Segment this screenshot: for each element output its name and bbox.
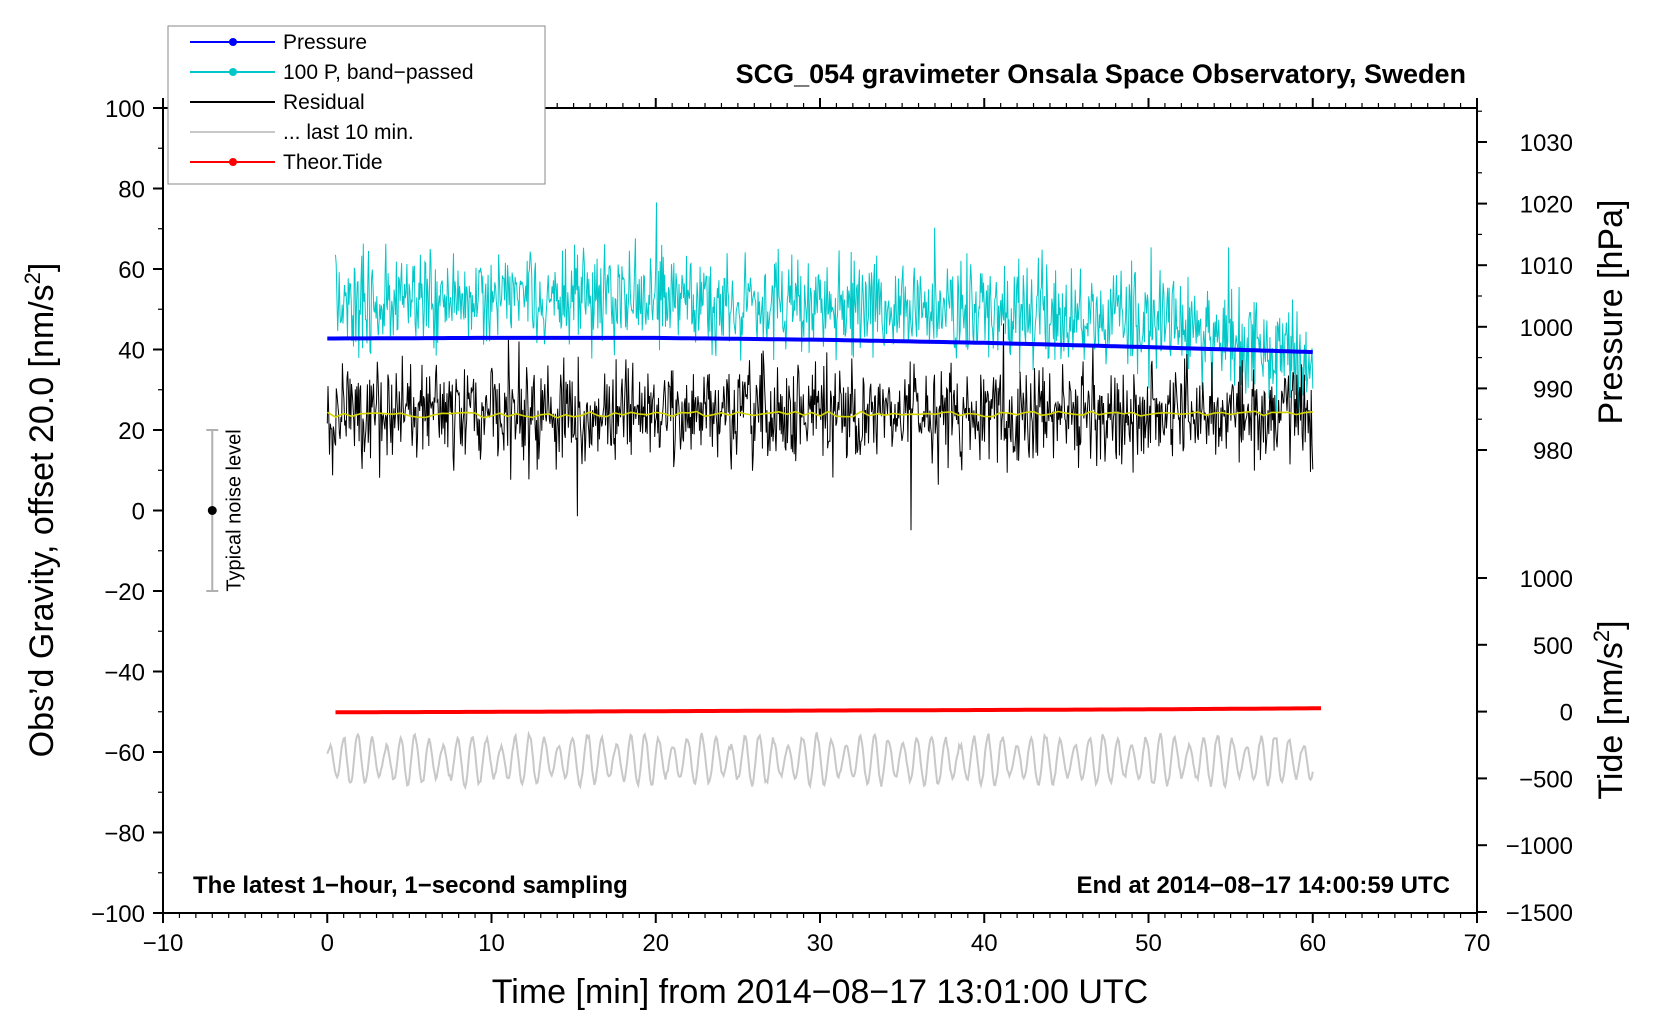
noise-level-label: Typical noise level — [223, 429, 245, 591]
noise-level-bar: Typical noise level — [206, 429, 245, 592]
x-tick-label: 30 — [807, 930, 834, 957]
series-line — [335, 706, 1321, 715]
y-axis-label: Obs’d Gravity, offset 20.0 [nm/s2] — [20, 263, 61, 758]
x-tick-label: 40 — [971, 930, 998, 957]
x-axis: −10 0 10 20 30 40 50 60 70 — [143, 98, 1491, 957]
y-tick-label: 0 — [132, 499, 145, 526]
tide-tick-label: −1000 — [1506, 833, 1573, 860]
x-tick-label: 70 — [1464, 930, 1491, 957]
legend-label: 100 P, band−passed — [283, 61, 474, 84]
series-line — [326, 323, 1314, 531]
tide-axis-label-tail: ] — [1592, 620, 1630, 629]
y-tick-label: 80 — [118, 177, 145, 204]
tide-tick-label: −1500 — [1506, 900, 1573, 927]
series-line — [326, 730, 1314, 791]
y-tick-label: −60 — [104, 740, 145, 767]
legend-marker — [229, 38, 237, 46]
y-axis-label-main: Obs’d Gravity, offset 20.0 [nm/s — [23, 284, 61, 757]
x-tick-label: 20 — [642, 930, 669, 957]
end-time-note: End at 2014−08−17 14:00:59 UTC — [1076, 872, 1450, 899]
legend-marker — [229, 158, 237, 166]
pressure-tick-label: 990 — [1533, 376, 1573, 403]
legend-marker — [229, 68, 237, 76]
legend-box — [167, 25, 546, 185]
y-tick-label: −40 — [104, 660, 145, 687]
sampling-note: The latest 1−hour, 1−second sampling — [193, 872, 628, 899]
y-tick-label: −80 — [104, 821, 145, 848]
legend: Pressure 100 P, band−passed Residual ... la… — [167, 25, 546, 185]
series-line — [335, 202, 1314, 415]
tide-tick-label: 1000 — [1520, 566, 1573, 593]
pressure-tick-label: 1030 — [1520, 130, 1573, 157]
legend-label: Theor.Tide — [283, 151, 383, 174]
x-tick-label: 10 — [478, 930, 505, 957]
y-axis-label-tail: ] — [23, 263, 61, 272]
x-axis-label: Time [min] from 2014−08−17 13:01:00 UTC — [492, 973, 1148, 1011]
pressure-tick-label: 1020 — [1520, 192, 1573, 219]
legend-label: ... last 10 min. — [283, 121, 414, 144]
pressure-tick-label: 1010 — [1520, 253, 1573, 280]
pressure-tick-label: 980 — [1533, 438, 1573, 465]
pressure-axis-label: Pressure [hPa] — [1592, 200, 1630, 425]
tide-axis-label-main: Tide [nm/s — [1592, 642, 1630, 799]
y-tick-label: 20 — [118, 418, 145, 445]
y-tick-label: 60 — [118, 257, 145, 284]
pressure-tick-label: 1000 — [1520, 315, 1573, 342]
x-tick-label: 0 — [321, 930, 334, 957]
tide-axis-label-sup: 2 — [1589, 630, 1614, 642]
noise-bar-center — [207, 506, 217, 515]
y-axis-gravity: −100 −80 −60 −40 −20 0 20 40 60 80 100 — [91, 96, 163, 928]
tide-tick-label: 500 — [1533, 633, 1573, 660]
legend-label: Pressure — [283, 31, 367, 54]
y-tick-label: −100 — [91, 901, 145, 928]
x-tick-label: 60 — [1299, 930, 1326, 957]
y-tick-label: 40 — [118, 338, 145, 365]
y-tick-label: 100 — [105, 96, 145, 123]
tide-tick-label: −500 — [1519, 766, 1573, 793]
y-axis-pressure: 980 990 1000 1010 1020 1030 — [1477, 110, 1573, 465]
x-tick-label: −10 — [143, 930, 184, 957]
series-line — [326, 410, 1313, 419]
chart-title: SCG_054 gravimeter Onsala Space Observat… — [736, 59, 1466, 89]
y-tick-label: −20 — [104, 579, 145, 606]
series-layer — [326, 202, 1321, 791]
tide-axis-label: Tide [nm/s2] — [1589, 620, 1630, 799]
legend-label: Residual — [283, 91, 365, 114]
tide-tick-label: 0 — [1560, 700, 1573, 727]
x-tick-label: 50 — [1135, 930, 1162, 957]
series-line — [327, 335, 1313, 355]
y-axis-label-sup: 2 — [20, 272, 45, 284]
y-axis-tide: −1500 −1000 −500 0 500 1000 — [1477, 566, 1573, 927]
plot-frame — [162, 107, 1478, 914]
